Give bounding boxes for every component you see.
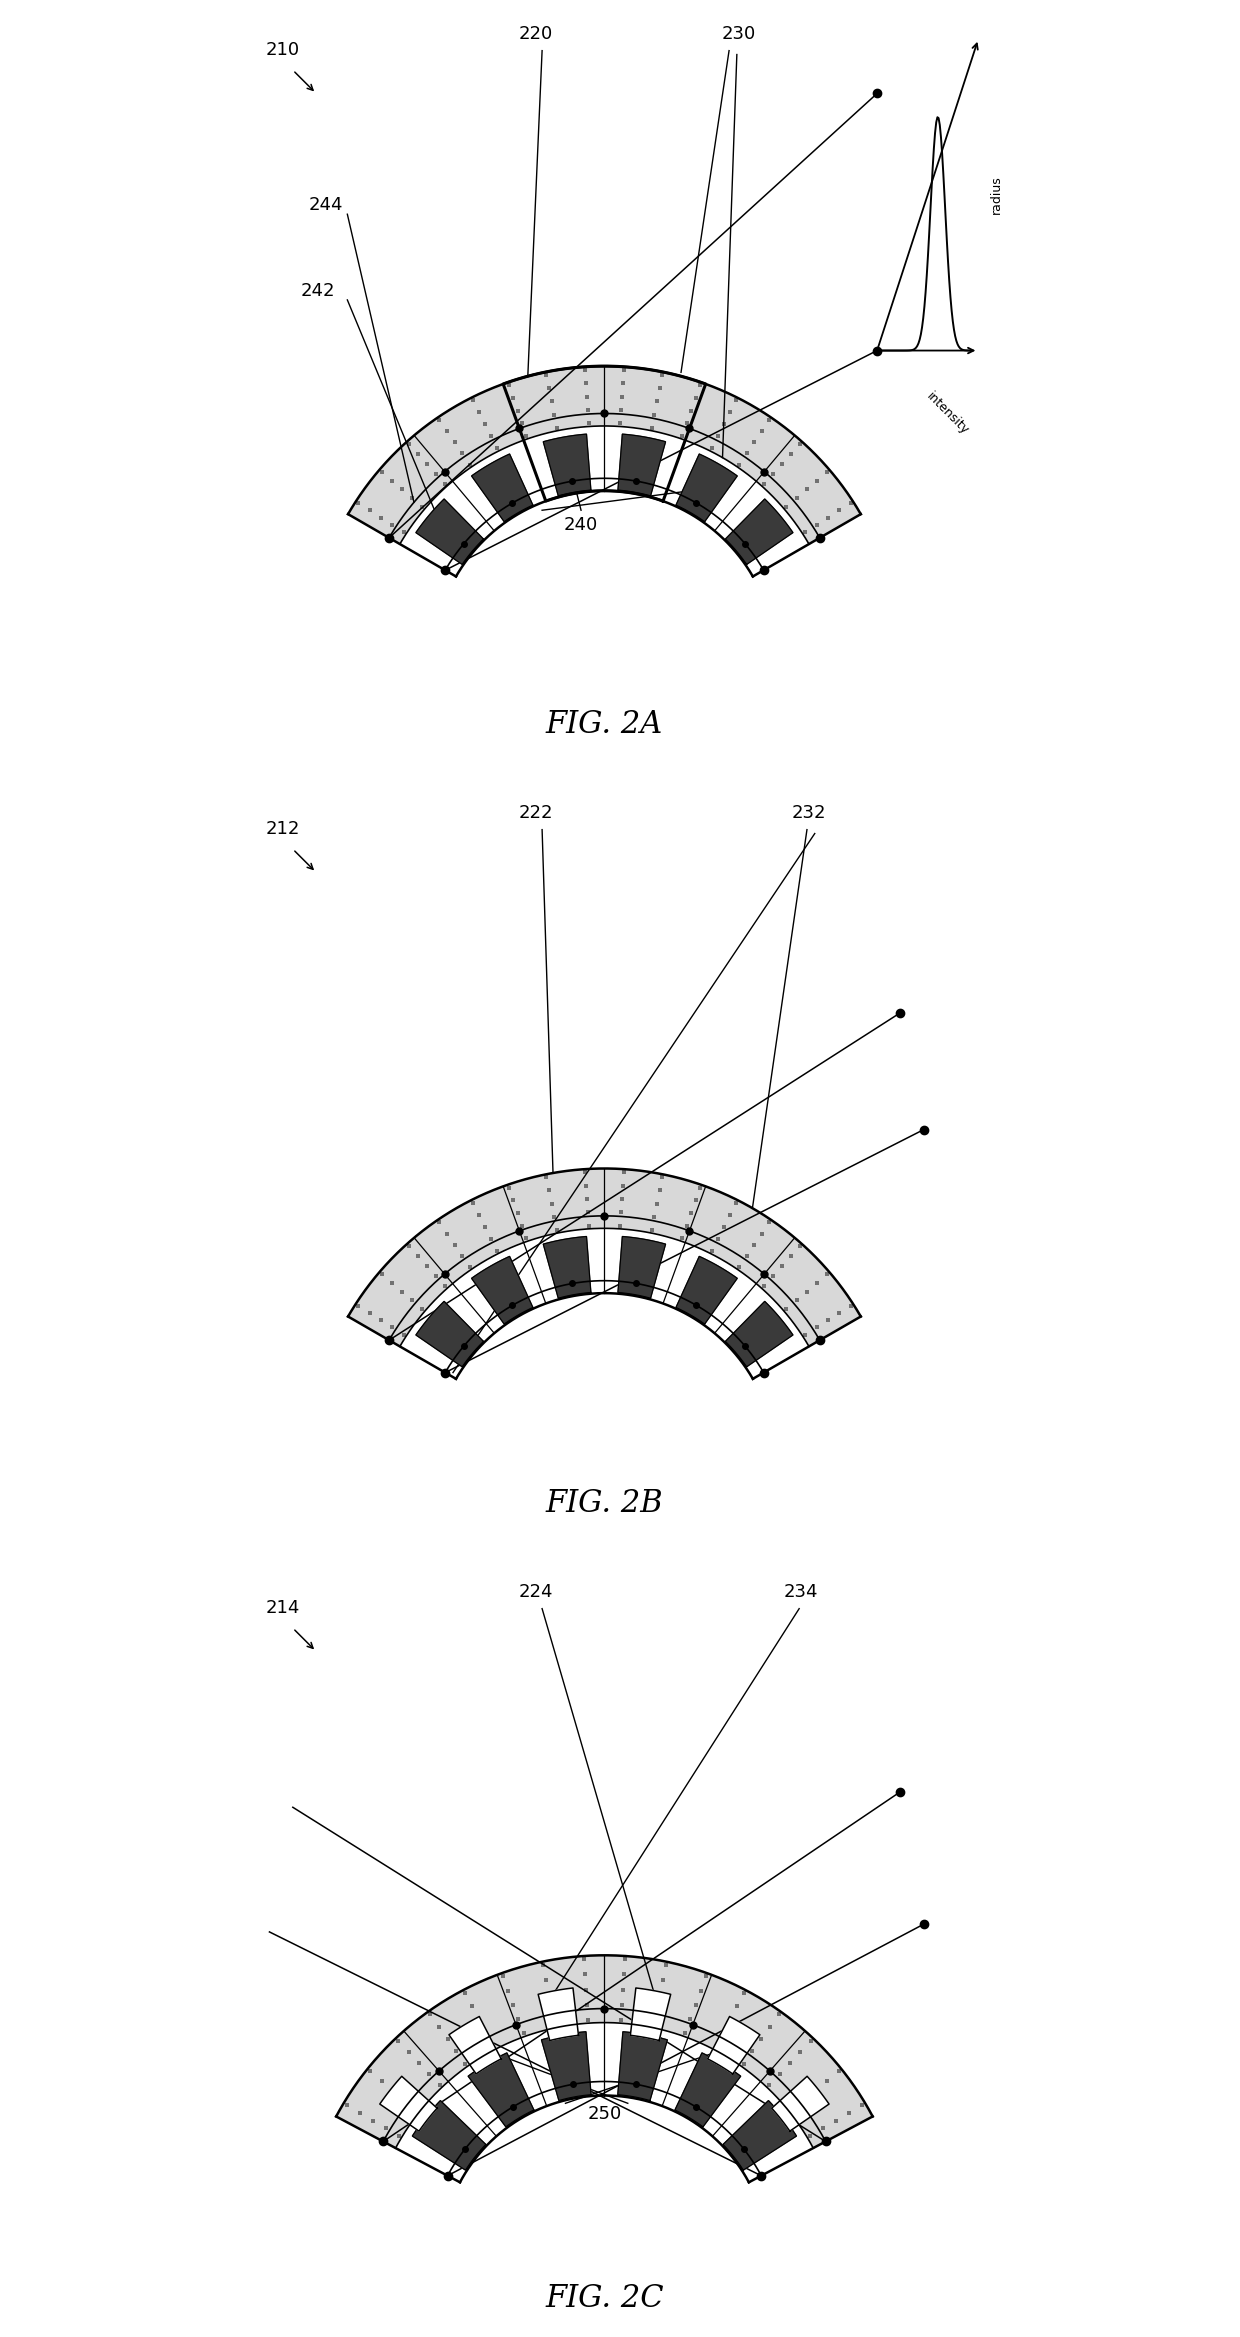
Polygon shape (469, 2052, 534, 2127)
Text: 210: 210 (265, 40, 300, 58)
Polygon shape (725, 1302, 792, 1367)
Polygon shape (630, 1989, 671, 2040)
Polygon shape (396, 2022, 813, 2183)
Polygon shape (725, 500, 792, 563)
Polygon shape (415, 1302, 484, 1367)
Polygon shape (676, 1257, 738, 1325)
Polygon shape (413, 2101, 486, 2171)
Text: 250: 250 (588, 2106, 621, 2122)
Text: 242: 242 (300, 283, 335, 299)
Polygon shape (399, 1229, 808, 1379)
Polygon shape (618, 1236, 666, 1297)
Text: 220: 220 (518, 26, 553, 42)
Polygon shape (379, 2075, 438, 2131)
Polygon shape (538, 1989, 579, 2040)
Polygon shape (543, 1236, 591, 1297)
Text: 222: 222 (518, 804, 553, 823)
Polygon shape (708, 2017, 760, 2073)
Text: 240: 240 (564, 516, 598, 533)
Polygon shape (771, 2075, 830, 2131)
Text: radius: radius (990, 175, 1003, 215)
Polygon shape (618, 435, 666, 495)
Polygon shape (618, 2031, 667, 2101)
Polygon shape (723, 2101, 796, 2171)
Polygon shape (675, 2052, 740, 2127)
Polygon shape (542, 2031, 591, 2101)
Text: intensity: intensity (924, 390, 971, 437)
Polygon shape (399, 425, 808, 577)
Polygon shape (471, 453, 533, 521)
Text: 234: 234 (784, 1582, 818, 1601)
Polygon shape (543, 435, 591, 495)
Polygon shape (336, 1956, 873, 2148)
Text: FIG. 2C: FIG. 2C (546, 2283, 663, 2314)
Text: 230: 230 (722, 26, 755, 42)
Polygon shape (449, 2017, 501, 2073)
Text: 224: 224 (518, 1582, 553, 1601)
Text: 244: 244 (309, 196, 343, 215)
Text: FIG. 2A: FIG. 2A (546, 708, 663, 741)
Text: FIG. 2B: FIG. 2B (546, 1489, 663, 1519)
Polygon shape (348, 367, 861, 545)
Text: 214: 214 (265, 1599, 300, 1617)
Polygon shape (415, 500, 484, 563)
Polygon shape (348, 1168, 861, 1346)
Text: 232: 232 (791, 804, 826, 823)
Text: 212: 212 (265, 820, 300, 837)
Polygon shape (676, 453, 738, 521)
Polygon shape (471, 1257, 533, 1325)
